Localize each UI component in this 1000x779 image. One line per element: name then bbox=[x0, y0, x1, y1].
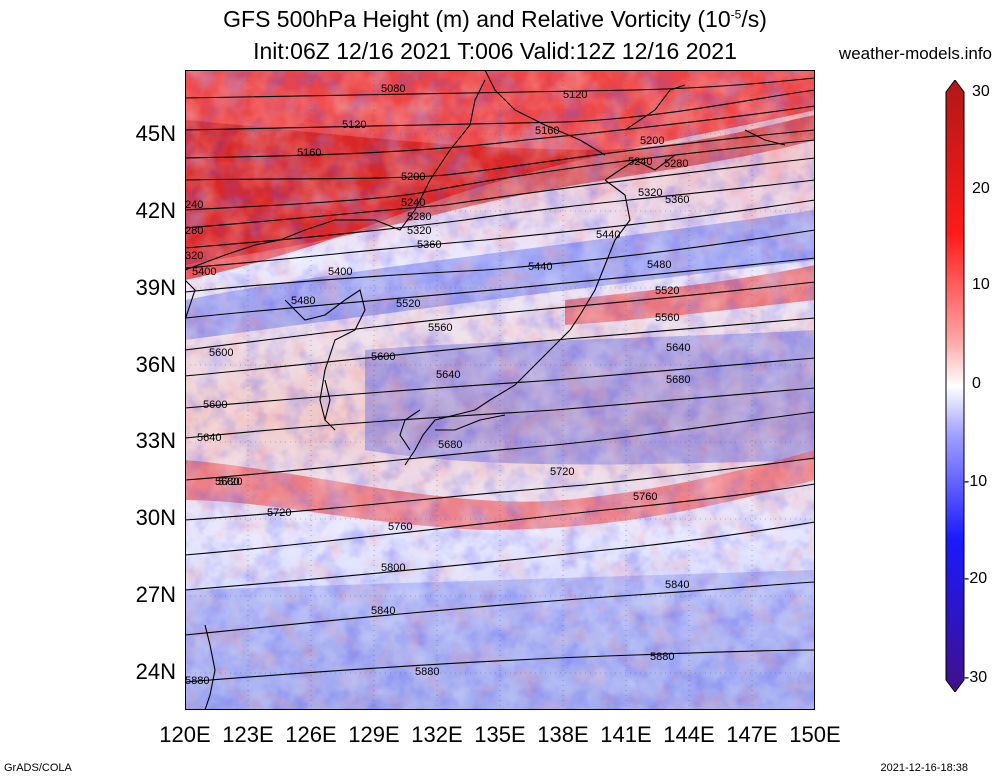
contour-label: 5480 bbox=[291, 295, 315, 307]
contour-label: 5600 bbox=[371, 351, 395, 363]
contour-label: 5680 bbox=[666, 374, 690, 386]
vorticity-map: 5080 5120 5120 5160 5160 5200 5200 5240 … bbox=[185, 70, 815, 710]
contour-label: 320 bbox=[185, 250, 203, 262]
contour-label: 5720 bbox=[267, 507, 291, 519]
contour-label: 5080 bbox=[381, 83, 405, 95]
contour-label: 5360 bbox=[417, 239, 441, 251]
contour-label: 5360 bbox=[665, 194, 689, 206]
contour-label: 240 bbox=[185, 199, 203, 211]
contour-label: 5440 bbox=[596, 229, 620, 241]
contour-label: 5640 bbox=[436, 369, 460, 381]
lon-label-150e: 150E bbox=[789, 722, 841, 747]
colorbar-label-20: 20 bbox=[972, 180, 990, 197]
lat-label-39n: 39N bbox=[135, 275, 176, 300]
contour-label: 5640 bbox=[197, 432, 221, 444]
colorbar-label-0: 0 bbox=[972, 375, 981, 392]
contour-label: 5880 bbox=[185, 675, 209, 687]
contour-label: 5440 bbox=[528, 261, 552, 273]
lon-label-144e: 144E bbox=[663, 722, 715, 747]
contour-label: 5880 bbox=[650, 651, 674, 663]
site-label: weather-models.info bbox=[838, 44, 992, 63]
contour-label-group: 5080 5120 5120 5160 5160 5200 5200 5240 … bbox=[185, 83, 690, 687]
credit-timestamp: 2021-12-16-18:38 bbox=[880, 762, 968, 774]
colorbar-fill bbox=[945, 80, 965, 692]
lon-label-132e: 132E bbox=[411, 722, 463, 747]
contour-label: 5760 bbox=[633, 491, 657, 503]
contour-label: 5880 bbox=[415, 666, 439, 678]
lat-label-42n: 42N bbox=[135, 198, 176, 223]
credit-grads: GrADS/COLA bbox=[4, 762, 72, 774]
lon-label-138e: 138E bbox=[537, 722, 589, 747]
lat-lon-grid bbox=[185, 70, 815, 710]
lat-label-45n: 45N bbox=[135, 121, 176, 146]
contour-label: 5120 bbox=[563, 89, 587, 101]
contour-label: 5320 bbox=[407, 225, 431, 237]
contour-label: 280 bbox=[185, 225, 203, 237]
colorbar bbox=[945, 80, 965, 692]
contour-label: 5120 bbox=[342, 119, 366, 131]
contour-label: 5840 bbox=[371, 605, 395, 617]
contour-label: 5200 bbox=[401, 171, 425, 183]
colorbar-label-neg20: -20 bbox=[964, 570, 988, 587]
contour-label: 5560 bbox=[428, 322, 452, 334]
coastlines bbox=[185, 70, 786, 710]
contour-label: 5480 bbox=[647, 259, 671, 271]
contour-label: 5280 bbox=[664, 158, 688, 170]
lon-label-129e: 129E bbox=[348, 722, 400, 747]
lat-label-24n: 24N bbox=[135, 659, 176, 684]
contour-label: 5640 bbox=[666, 342, 690, 354]
map-frame bbox=[185, 70, 815, 710]
colorbar-label-10: 10 bbox=[972, 276, 990, 293]
contour-label: 5680 bbox=[215, 476, 239, 488]
lon-label-123e: 123E bbox=[222, 722, 274, 747]
contour-label: 5400 bbox=[192, 266, 216, 278]
height-contours bbox=[185, 77, 815, 683]
contour-label: 5760 bbox=[388, 521, 412, 533]
lon-label-126e: 126E bbox=[285, 722, 337, 747]
contour-label: 5400 bbox=[328, 266, 352, 278]
chart-subtitle: Init:06Z 12/16 2021 T:006 Valid:12Z 12/1… bbox=[253, 38, 737, 64]
contour-label: 5600 bbox=[203, 399, 227, 411]
lat-label-33n: 33N bbox=[135, 428, 176, 453]
contour-label: 5800 bbox=[381, 562, 405, 574]
colorbar-label-neg30: -30 bbox=[964, 669, 988, 686]
contour-label: 5320 bbox=[638, 187, 662, 199]
contour-label: 5240 bbox=[628, 156, 652, 168]
contour-label: 5720 bbox=[218, 476, 242, 488]
lon-label-135e: 135E bbox=[474, 722, 526, 747]
lat-label-30n: 30N bbox=[135, 505, 176, 530]
contour-label: 5560 bbox=[655, 312, 679, 324]
contour-label: 5520 bbox=[396, 298, 420, 310]
contour-label: 5720 bbox=[550, 466, 574, 478]
lat-label-36n: 36N bbox=[135, 352, 176, 377]
lon-label-141e: 141E bbox=[600, 722, 652, 747]
contour-label: 5160 bbox=[297, 147, 321, 159]
contour-label: 5280 bbox=[407, 211, 431, 223]
contour-label: 5160 bbox=[535, 125, 559, 137]
contour-label: 5600 bbox=[209, 347, 233, 359]
contour-label: 5840 bbox=[665, 579, 689, 591]
contour-label: 5200 bbox=[640, 135, 664, 147]
contour-label: 5240 bbox=[401, 197, 425, 209]
contour-label: 5520 bbox=[655, 285, 679, 297]
contour-label: 5680 bbox=[438, 439, 462, 451]
lat-label-27n: 27N bbox=[135, 582, 176, 607]
lon-label-120e: 120E bbox=[159, 722, 211, 747]
lon-label-147e: 147E bbox=[726, 722, 778, 747]
chart-title: GFS 500hPa Height (m) and Relative Vorti… bbox=[223, 6, 767, 32]
colorbar-label-30: 30 bbox=[972, 83, 990, 100]
colorbar-label-neg10: -10 bbox=[964, 473, 988, 490]
